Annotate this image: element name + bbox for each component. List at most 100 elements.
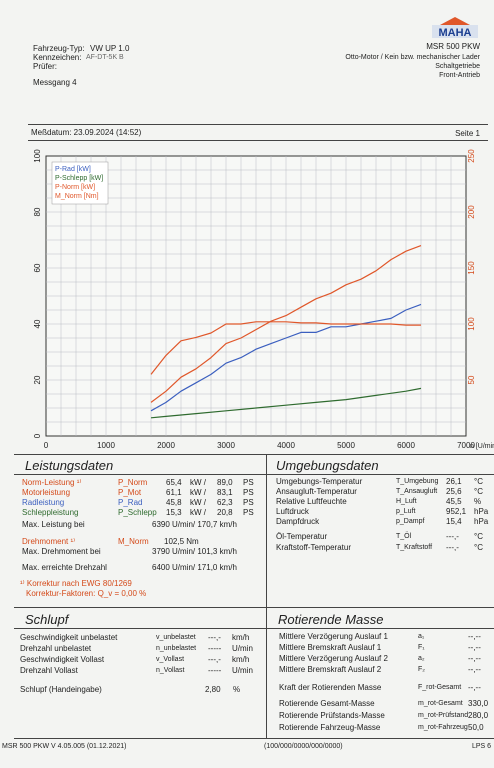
leistungsdaten-title: Leistungsdaten [25, 458, 114, 473]
divider [14, 607, 494, 608]
umgebung-unit: hPa [474, 507, 489, 516]
leistung-unit-ps: PS [243, 478, 254, 487]
schlupf-label: Drehzahl unbelastet [20, 644, 92, 653]
schlupf-value: ----- [208, 666, 222, 675]
schlupf-unit: km/h [232, 655, 250, 664]
umgebung-label: Umgebungs-Temperatur [276, 477, 363, 486]
masse-value: 280,0 [468, 711, 489, 720]
y-right-tick-label: 100 [467, 317, 476, 331]
chart-grid [45, 155, 467, 437]
schlupf-title: Schlupf [25, 612, 69, 627]
correction-note: ¹⁾ Korrektur nach EWG 80/1269 [20, 579, 132, 588]
masse-value: --,-- [468, 665, 481, 674]
umgebung-symbol: T_Ansaugluft [396, 488, 438, 495]
umgebung-value: 26,1 [446, 477, 462, 486]
max-power-label: Max. Leistung bei [22, 520, 85, 529]
footer-right: LPS 6 [472, 743, 492, 750]
masse-symbol: m_rot-Gesamt [418, 700, 463, 707]
torque-value: 102,5 Nm [164, 537, 199, 546]
drive-value: Front-Antrieb [439, 72, 480, 79]
umgebung-title: Umgebungsdaten [276, 458, 379, 473]
divider [28, 140, 488, 141]
engine-line: Otto-Motor / Kein bzw. mechanischer Lade… [345, 54, 480, 61]
umgebung-value: ---,- [446, 543, 459, 552]
umgebung-symbol: p_Dampf [396, 518, 425, 525]
divider [14, 628, 266, 629]
y-left-tick-label: 100 [33, 149, 42, 163]
masse-label: Mittlere Verzögerung Auslauf 1 [279, 632, 388, 641]
y-left-tick-label: 40 [33, 319, 42, 328]
slip-hand-value: 2,80 [205, 685, 221, 694]
umgebung-unit: °C [474, 543, 483, 552]
schlupf-symbol: n_Vollast [156, 667, 185, 674]
schlupf-symbol: n_unbelastet [156, 645, 197, 652]
page-number: Seite 1 [455, 129, 480, 138]
torque-symbol: M_Norm [118, 537, 149, 546]
umgebung-value: 25,6 [446, 487, 462, 496]
y-left-tick-label: 80 [33, 207, 42, 216]
leistung-symbol: P_Norm [118, 478, 148, 487]
model-label: MSR 500 PKW [426, 42, 480, 51]
masse-label: Mittlere Bremskraft Auslauf 2 [279, 665, 382, 674]
x-axis-label: n [U/min] [470, 443, 494, 450]
test-name: Messgang 4 [33, 78, 77, 87]
leistung-unit-kw: kW / [190, 488, 206, 497]
umgebung-label: Relative Luftfeuchte [276, 497, 347, 506]
schlupf-symbol: v_unbelastet [156, 634, 196, 641]
leistung-value-kw: 45,8 [166, 498, 182, 507]
tester-label: Prüfer: [33, 62, 58, 71]
umgebung-unit: % [474, 497, 482, 506]
umgebung-label: Dampfdruck [276, 517, 320, 526]
masse-symbol: m_rot-Prüfstand [418, 712, 469, 719]
x-tick-label: 0 [44, 441, 49, 450]
umgebung-value: 45,5 [446, 497, 462, 506]
umgebung-symbol: p_Luft [396, 508, 416, 515]
chart-series [150, 245, 422, 419]
slip-hand-unit: % [233, 685, 241, 694]
leistung-unit-kw: kW / [190, 498, 206, 507]
schlupf-unit: km/h [232, 633, 250, 642]
divider [266, 454, 267, 738]
umgebung-value: 15,4 [446, 517, 462, 526]
leistung-symbol: P_Mot [118, 488, 142, 497]
series-line [150, 321, 421, 375]
umgebung-value: 952,1 [446, 507, 467, 516]
x-tick-label: 1000 [97, 441, 115, 450]
masse-label: Rotierende Gesamt-Masse [279, 699, 375, 708]
leistung-unit-kw: kW / [190, 508, 206, 517]
gearbox-value: Schaltgetriebe [435, 63, 480, 70]
schlupf-label: Geschwindigkeit Vollast [20, 655, 105, 664]
y-right-tick-label: 50 [467, 375, 476, 384]
divider [14, 454, 494, 455]
y-left-tick-label: 0 [33, 433, 42, 438]
masse-value: 330,0 [468, 699, 489, 708]
legend-box [51, 161, 109, 205]
umgebung-unit: °C [474, 532, 483, 541]
max-torque-label: Max. Drehmoment bei [22, 547, 101, 556]
masse-symbol: a₂ [418, 655, 425, 662]
leistung-label: Norm-Leistung ¹⁾ [22, 478, 82, 487]
slip-hand-label: Schlupf (Handeingabe) [20, 685, 102, 694]
leistung-symbol: P_Rad [118, 498, 143, 507]
max-rpm-value: 6400 U/min/ 171,0 km/h [152, 563, 237, 572]
schlupf-unit: U/min [232, 666, 253, 675]
masse-symbol: F_rot-Gesamt [418, 684, 462, 691]
y-left-tick-label: 20 [33, 375, 42, 384]
measurement-date: Meßdatum: 23.09.2024 (14:52) [31, 128, 142, 137]
divider [266, 474, 494, 475]
max-torque-value: 3790 U/min/ 101,3 km/h [152, 547, 237, 556]
legend-entry: P-Schlepp [kW] [55, 175, 103, 182]
x-tick-label: 3000 [217, 441, 235, 450]
schlupf-unit: U/min [232, 644, 253, 653]
umgebung-symbol: T_Öl [396, 533, 412, 540]
maha-logo: MAHA [430, 14, 480, 40]
divider [14, 738, 494, 739]
leistung-unit-ps: PS [243, 508, 254, 517]
schlupf-value: ---,- [208, 633, 221, 642]
schlupf-label: Geschwindigkeit unbelastet [20, 633, 118, 642]
max-rpm-label: Max. erreichte Drehzahl [22, 563, 107, 572]
footer-code: (100/000/0000/000/0000) [264, 743, 343, 750]
legend-entry: M_Norm [Nm] [55, 193, 99, 200]
